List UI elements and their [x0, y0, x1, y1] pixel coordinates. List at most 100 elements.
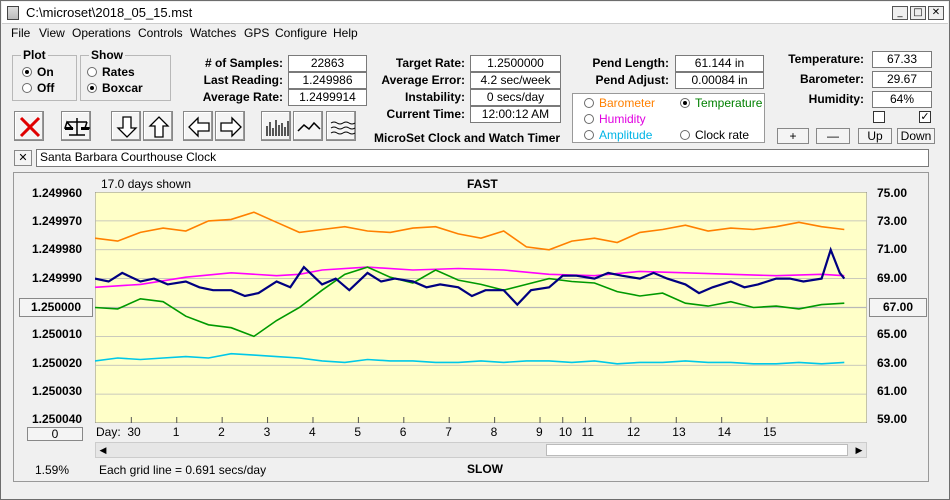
show-boxcar-radio[interactable]: Boxcar — [87, 81, 143, 95]
menu-watches[interactable]: Watches — [190, 26, 237, 40]
arrow-left-icon — [188, 116, 210, 138]
stop-x-icon — [19, 116, 41, 138]
scale-plus-button[interactable]: + — [777, 128, 809, 144]
radio-dot — [584, 98, 594, 108]
title-bar: C:\microset\2018_05_15.mst _ □ ✕ — [2, 2, 948, 24]
sensor-amplitude-radio[interactable]: Amplitude — [584, 128, 652, 142]
barometer-value: 29.67 — [872, 71, 932, 88]
day-tick-label: 6 — [399, 425, 407, 439]
rates-histogram-button[interactable] — [261, 111, 291, 141]
center-right-button[interactable]: 67.00 — [869, 298, 927, 317]
series-line-amplitude — [95, 352, 845, 365]
show-boxcar-label: Boxcar — [102, 81, 143, 95]
radio-dot — [680, 98, 690, 108]
sensor-clockrate-label: Clock rate — [695, 128, 750, 142]
menu-gps[interactable]: GPS — [244, 26, 270, 40]
average-rate-value: 1.2499914 — [288, 89, 367, 106]
noise-button[interactable] — [326, 111, 356, 141]
day-tick-label: 9 — [536, 425, 543, 439]
balance-button[interactable] — [61, 111, 91, 141]
show-rates-radio[interactable]: Rates — [87, 65, 135, 79]
show-group: Show — [80, 48, 171, 101]
day-tick-label: 8 — [490, 425, 498, 439]
y-left-tick: 1.249990 — [32, 271, 83, 285]
y-right-tick: 73.00 — [877, 214, 908, 228]
sensor-humidity-radio[interactable]: Humidity — [584, 112, 646, 126]
menu-bar: File View Operations Controls Watches GP… — [2, 24, 948, 44]
arrow-down-button[interactable] — [111, 111, 141, 141]
arrow-down-icon — [116, 116, 138, 138]
pend-length-value: 61.144 in — [675, 55, 764, 72]
temperature-label: Temperature: — [788, 52, 864, 66]
day-tick-label: 11 — [581, 425, 594, 439]
center-left-button[interactable]: 1.250000 — [19, 298, 93, 317]
day-tick-label: 4 — [308, 425, 316, 439]
day-label: Day: — [96, 425, 121, 439]
radio-dot — [584, 130, 594, 140]
clock-name-field[interactable]: Santa Barbara Courthouse Clock — [36, 149, 929, 167]
pend-length-label: Pend Length: — [592, 56, 669, 70]
scale-down-button[interactable]: Down — [897, 128, 935, 144]
rate-chart — [95, 192, 867, 423]
menu-configure[interactable]: Configure — [275, 26, 328, 40]
chart-grid — [95, 220, 867, 423]
day-tick-label: 10 — [558, 425, 573, 439]
maximize-button[interactable]: □ — [910, 6, 926, 20]
current-time-value: 12:00:12 AM — [470, 106, 561, 123]
menu-help[interactable]: Help — [333, 26, 358, 40]
plot-off-radio[interactable]: Off — [22, 81, 54, 95]
scroll-left-icon[interactable]: ◀ — [99, 445, 107, 455]
scale-up-button[interactable]: Up — [858, 128, 892, 144]
scroll-thumb[interactable] — [546, 444, 848, 456]
radio-dot — [87, 67, 97, 77]
option-checkbox-1[interactable] — [873, 111, 885, 123]
scroll-right-icon[interactable]: ▶ — [855, 445, 863, 455]
left-zero-button[interactable]: 0 — [27, 427, 83, 441]
sensor-temperature-radio[interactable]: Temperature — [680, 96, 762, 110]
series-line-temperature — [95, 266, 845, 338]
barometer-label: Barometer: — [799, 72, 864, 86]
noise-icon — [330, 121, 355, 135]
minimize-button[interactable]: _ — [892, 6, 908, 20]
day-tick-label: 5 — [354, 425, 362, 439]
series-line-barometer — [95, 211, 845, 251]
arrow-up-button[interactable] — [143, 111, 173, 141]
horizontal-scrollbar[interactable]: ◀ ▶ — [95, 442, 867, 458]
option-checkbox-2[interactable]: ✓ — [919, 111, 931, 123]
close-window-button[interactable]: ✕ — [928, 6, 944, 20]
arrow-right-button[interactable] — [215, 111, 245, 141]
sensor-select-group — [572, 93, 765, 143]
instability-value: 0 secs/day — [470, 89, 561, 106]
humidity-value: 64% — [872, 91, 932, 108]
arrow-up-icon — [148, 116, 170, 138]
menu-operations[interactable]: Operations — [72, 26, 131, 40]
scale-minus-button[interactable]: — — [816, 128, 850, 144]
temperature-value: 67.33 — [872, 51, 932, 68]
plot-group: Plot — [12, 48, 77, 101]
y-right-tick: 71.00 — [877, 242, 908, 256]
average-rate-label: Average Rate: — [202, 90, 283, 104]
radio-dot — [22, 83, 32, 93]
sensor-clockrate-radio[interactable]: Clock rate — [680, 128, 749, 142]
pend-adjust-label: Pend Adjust: — [595, 73, 669, 87]
arrow-right-icon — [220, 116, 242, 138]
day-tick-label: 1 — [172, 425, 180, 439]
day-tick-label: 14 — [717, 425, 732, 439]
y-left-tick: 1.250010 — [32, 327, 83, 341]
clear-clock-button[interactable]: ✕ — [14, 150, 32, 166]
menu-view[interactable]: View — [39, 26, 65, 40]
arrow-left-button[interactable] — [183, 111, 213, 141]
plot-on-radio[interactable]: On — [22, 65, 54, 79]
pend-adjust-value: 0.00084 in — [675, 72, 764, 89]
menu-file[interactable]: File — [11, 26, 31, 40]
radio-dot — [680, 130, 690, 140]
series-line-humidity — [95, 266, 845, 289]
target-rate-label: Target Rate: — [395, 56, 465, 70]
wave-button[interactable] — [293, 111, 323, 141]
sensor-barometer-radio[interactable]: Barometer — [584, 96, 655, 110]
stop-button[interactable] — [14, 111, 44, 141]
app-icon — [7, 6, 19, 20]
y-left-tick: 1.249980 — [32, 242, 83, 256]
menu-controls[interactable]: Controls — [138, 26, 183, 40]
wave-icon — [297, 121, 321, 132]
